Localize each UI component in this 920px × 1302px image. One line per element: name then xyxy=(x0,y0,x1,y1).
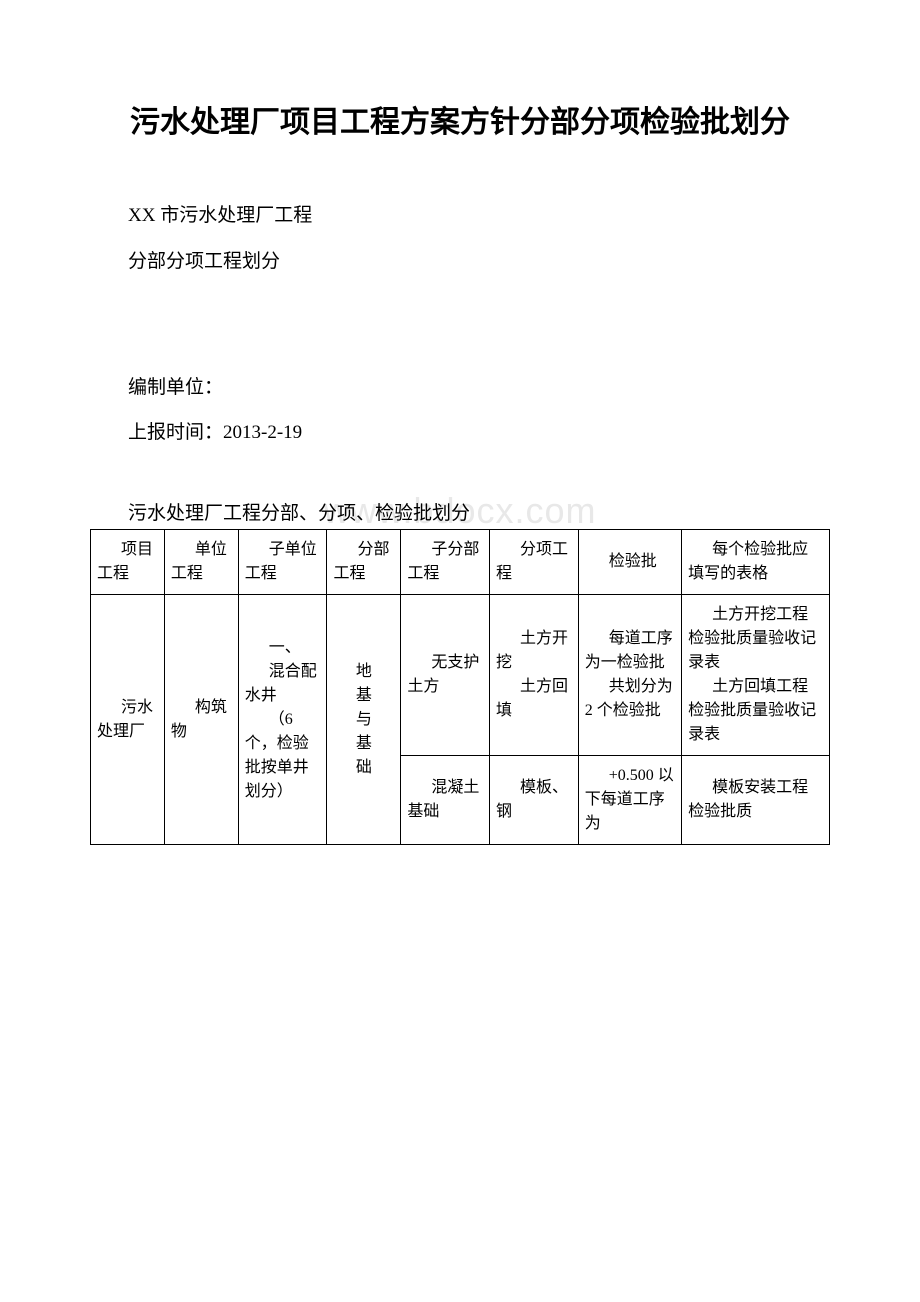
batch1-p1: 每道工序为一检验批 xyxy=(585,627,675,675)
spacer xyxy=(90,287,830,367)
division-p4: 基 xyxy=(333,732,394,756)
header-batch: 检验批 xyxy=(578,530,681,595)
batch1-p2: 共划分为2 个检验批 xyxy=(585,675,675,723)
division-p3: 与 xyxy=(333,708,394,732)
subunit-p2: 混合配水井 xyxy=(245,660,321,708)
cell-project: 污水处理厂 xyxy=(91,595,165,845)
item1-p1: 土方开挖 xyxy=(496,627,572,675)
header-project: 项目工程 xyxy=(91,530,165,595)
cell-division: 地 基 与 基 础 xyxy=(327,595,401,845)
cell-subunit: 一、 混合配水井 （6 个，检验批按单井划分） xyxy=(238,595,327,845)
table-caption: 污水处理厂工程分部、分项、检验批划分 xyxy=(90,498,830,525)
cell-subdivision-2: 混凝土基础 xyxy=(401,756,490,845)
cell-unit: 构筑物 xyxy=(164,595,238,845)
cell-subdivision-1: 无支护土方 xyxy=(401,595,490,756)
header-unit: 单位工程 xyxy=(164,530,238,595)
forms1-p2: 土方回填工程检验批质量验收记录表 xyxy=(688,675,823,747)
cell-batch-2: +0.500 以下每道工序为 xyxy=(578,756,681,845)
header-division: 分部工程 xyxy=(327,530,401,595)
division-p2: 基 xyxy=(333,684,394,708)
item1-p2: 土方回填 xyxy=(496,675,572,723)
document-title: 污水处理厂项目工程方案方针分部分项检验批划分 xyxy=(90,100,830,145)
cell-forms-1: 土方开挖工程检验批质量验收记录表 土方回填工程检验批质量验收记录表 xyxy=(682,595,830,756)
table-header-row: 项目工程 单位工程 子单位工程 分部工程 子分部工程 分项工程 检验批 每个检验… xyxy=(91,530,830,595)
subunit-p1: 一、 xyxy=(245,636,321,660)
cell-forms-2: 模板安装工程检验批质 xyxy=(682,756,830,845)
intro-compiler: 编制单位： xyxy=(90,367,830,409)
subunit-p3: （6 个，检验批按单井划分） xyxy=(245,708,321,804)
table-row: 污水处理厂 构筑物 一、 混合配水井 （6 个，检验批按单井划分） 地 基 与 … xyxy=(91,595,830,756)
cell-item-2: 模板、钢 xyxy=(490,756,579,845)
division-table: 项目工程 单位工程 子单位工程 分部工程 子分部工程 分项工程 检验批 每个检验… xyxy=(90,529,830,845)
division-p1: 地 xyxy=(333,660,394,684)
header-forms: 每个检验批应填写的表格 xyxy=(682,530,830,595)
header-subdivision: 子分部工程 xyxy=(401,530,490,595)
forms1-p1: 土方开挖工程检验批质量验收记录表 xyxy=(688,603,823,675)
intro-report-date: 上报时间：2013-2-19 xyxy=(90,412,830,454)
intro-project-name: XX 市污水处理厂工程 xyxy=(90,195,830,237)
cell-batch-1: 每道工序为一检验批 共划分为2 个检验批 xyxy=(578,595,681,756)
watermark-container: www.bdocx.com 污水处理厂工程分部、分项、检验批划分 项目工程 单位… xyxy=(90,498,830,845)
cell-item-1: 土方开挖 土方回填 xyxy=(490,595,579,756)
header-subunit: 子单位工程 xyxy=(238,530,327,595)
intro-division: 分部分项工程划分 xyxy=(90,241,830,283)
header-item: 分项工程 xyxy=(490,530,579,595)
division-p5: 础 xyxy=(333,756,394,780)
